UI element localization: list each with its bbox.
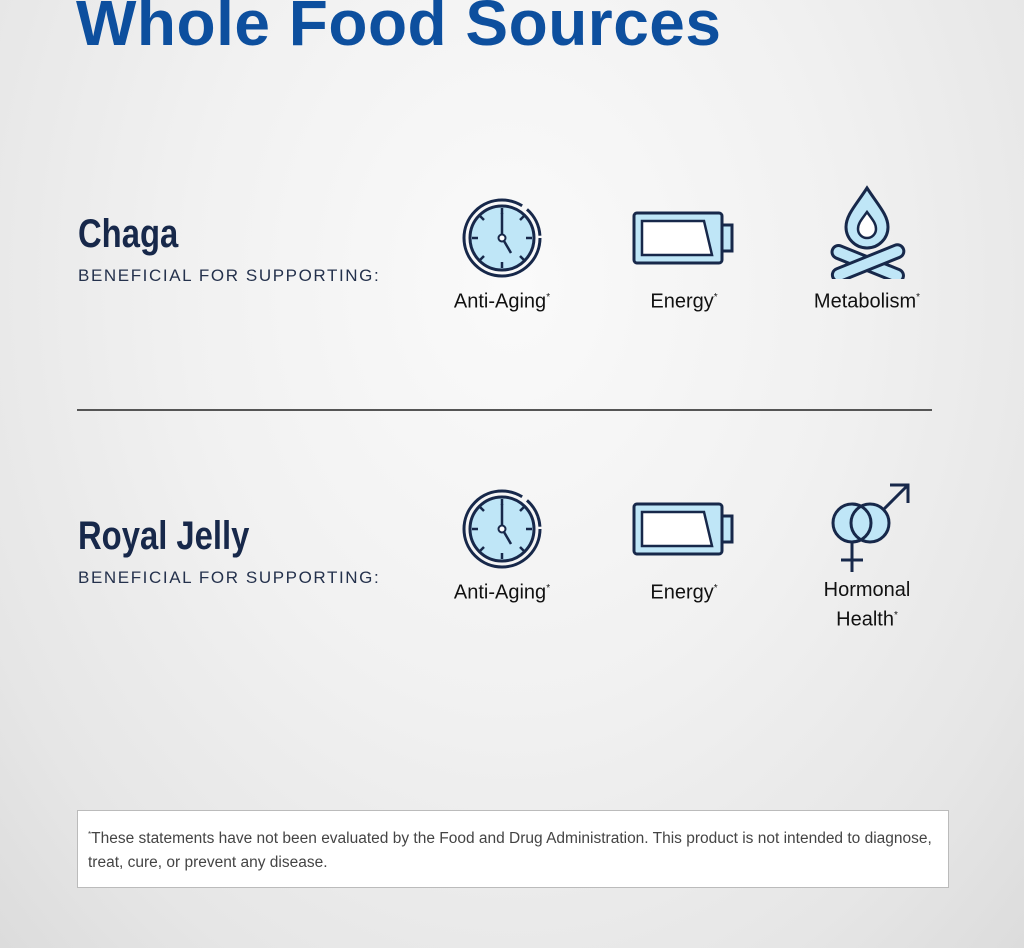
benefit-anti-aging: Anti-Aging* xyxy=(412,197,592,315)
asterisk: * xyxy=(546,583,551,594)
asterisk: * xyxy=(893,610,898,621)
benefit-label: Energy xyxy=(650,290,714,313)
section-divider xyxy=(77,409,932,411)
benefit-energy: Energy* xyxy=(594,488,774,606)
section-subtitle: BENEFICIAL FOR SUPPORTING: xyxy=(78,568,381,587)
battery-icon xyxy=(632,211,734,265)
section-subtitle: BENEFICIAL FOR SUPPORTING: xyxy=(78,266,381,285)
asterisk: * xyxy=(546,292,551,303)
benefit-label: Anti-Aging xyxy=(453,581,547,604)
clock-icon xyxy=(462,489,542,569)
gender-symbols-icon xyxy=(831,483,910,572)
benefit-metabolism: Metabolism* xyxy=(777,185,957,315)
benefit-label: Hormonal xyxy=(823,579,911,601)
battery-icon xyxy=(632,502,734,556)
benefit-label-line2: Health xyxy=(836,608,894,631)
benefit-label: Anti-Aging xyxy=(453,290,547,313)
benefit-label: Metabolism xyxy=(813,290,917,313)
section-name-royal-jelly: Royal Jelly xyxy=(78,514,250,558)
asterisk: * xyxy=(713,583,718,594)
asterisk: * xyxy=(916,292,921,303)
disclaimer-text: These statements have not been evaluated… xyxy=(88,830,932,872)
page-title: Whole Food Sources xyxy=(76,0,722,59)
section-name-chaga: Chaga xyxy=(78,212,179,256)
benefit-label: Energy xyxy=(650,581,714,604)
asterisk: * xyxy=(88,830,92,839)
clock-icon xyxy=(462,198,542,278)
campfire-icon xyxy=(830,185,906,279)
benefit-hormonal-health: Hormonal Health* xyxy=(777,480,957,633)
benefit-energy: Energy* xyxy=(594,197,774,315)
benefit-anti-aging: Anti-Aging* xyxy=(412,488,592,606)
asterisk: * xyxy=(713,292,718,303)
fda-disclaimer: *These statements have not been evaluate… xyxy=(77,810,949,888)
